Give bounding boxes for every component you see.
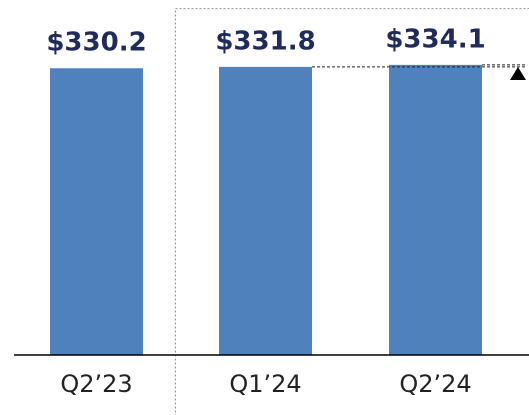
value-label: $330.2 [46, 28, 146, 58]
x-tick-label: Q2’23 [60, 370, 132, 398]
value-label: $331.8 [215, 26, 315, 56]
value-label: $334.1 [385, 24, 485, 54]
x-tick-label: Q2’24 [399, 370, 471, 398]
bar [50, 68, 143, 355]
bar [389, 64, 482, 355]
highlight-box [175, 8, 529, 415]
bar [219, 66, 312, 355]
increase-arrow [510, 67, 526, 80]
x-tick-label: Q1’24 [229, 370, 301, 398]
